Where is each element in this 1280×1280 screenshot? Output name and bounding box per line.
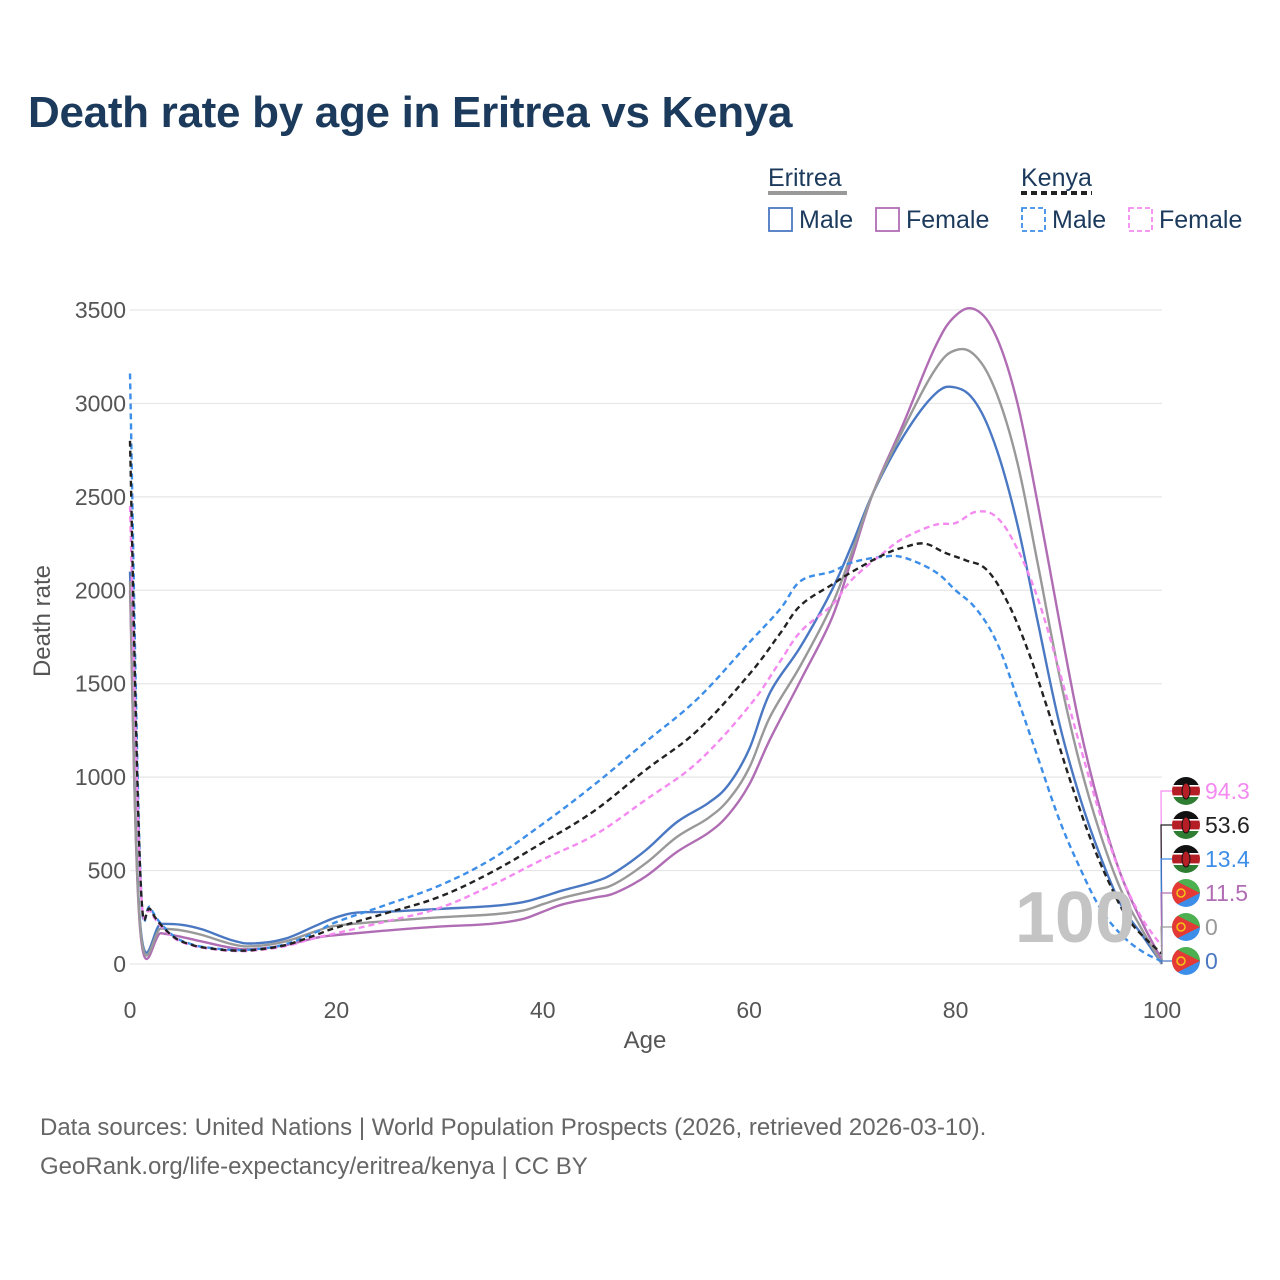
source-note: Data sources: United Nations | World Pop…	[40, 1108, 986, 1186]
legend-item-label: Female	[1159, 206, 1242, 234]
legend-swatch	[768, 207, 793, 232]
source-line-2: GeoRank.org/life-expectancy/eritrea/keny…	[40, 1153, 588, 1180]
end-label-connector	[1160, 960, 1172, 965]
series-line-eritrea-male	[128, 385, 1163, 965]
legend-item-eritrea-male[interactable]: Male	[768, 206, 853, 234]
end-label-layer: 94.3 53.6 13.4 11.5 0 0	[1160, 777, 1250, 975]
end-label-value: 11.5	[1205, 880, 1248, 906]
legend-swatch	[1128, 207, 1153, 232]
y-axis-label: Death rate	[29, 565, 56, 677]
end-label-value: 0	[1205, 914, 1218, 940]
legend-country-label: Kenya	[1021, 164, 1092, 192]
end-label: 0	[1160, 947, 1218, 975]
end-label-value: 94.3	[1205, 778, 1250, 804]
y-tick-label: 0	[113, 951, 126, 977]
eritrea-flag-icon	[1172, 913, 1200, 941]
end-label: 0	[1160, 913, 1218, 965]
kenya-flag-icon	[1172, 777, 1200, 805]
end-label-connector	[1160, 824, 1172, 954]
end-label: 13.4	[1160, 845, 1250, 962]
legend-item-label: Male	[1052, 206, 1106, 234]
y-tick-label: 2500	[75, 484, 126, 510]
legend-item-eritrea-female[interactable]: Female	[875, 206, 989, 234]
x-tick-label: 100	[1143, 997, 1181, 1023]
x-tick-label: 80	[943, 997, 969, 1023]
kenya-flag-icon	[1172, 811, 1200, 839]
series-line-kenya-male	[128, 373, 1163, 963]
legend-group-eritrea: Eritrea Male Female	[768, 164, 989, 234]
series-line-kenya-female	[128, 506, 1163, 953]
end-label: 53.6	[1160, 811, 1250, 954]
series-line-kenya-both	[128, 440, 1163, 955]
legend-swatch	[1021, 207, 1046, 232]
age-watermark: 100	[1015, 878, 1135, 958]
y-tick-label: 2000	[75, 577, 126, 603]
kenya-flag-icon	[1172, 845, 1200, 873]
y-tick-label: 1000	[75, 764, 126, 790]
x-tick-label: 20	[324, 997, 350, 1023]
legend: Eritrea Male Female Kenya Male Female	[768, 164, 1242, 234]
legend-swatch	[875, 207, 900, 232]
y-tick-label: 3500	[75, 297, 126, 323]
series-line-eritrea-both	[128, 347, 1164, 965]
end-label-connector	[1160, 858, 1172, 962]
eritrea-flag-icon	[1172, 947, 1200, 975]
x-tick-label: 40	[530, 997, 556, 1023]
eritrea-flag-icon	[1172, 879, 1200, 907]
grid-layer	[130, 309, 1162, 965]
x-tick-label: 0	[124, 997, 137, 1023]
chart-title: Death rate by age in Eritrea vs Kenya	[28, 88, 793, 137]
end-label-connector	[1160, 790, 1172, 947]
source-line-1: Data sources: United Nations | World Pop…	[40, 1114, 987, 1141]
x-tick-label: 60	[736, 997, 762, 1023]
end-label-value: 0	[1205, 948, 1218, 974]
tick-layer: 0 500 1000 1500 2000 2500 3000 3500 0 20 40 60 80 100	[75, 297, 1181, 1023]
x-axis-label: Age	[624, 1027, 667, 1054]
end-label: 94.3	[1160, 777, 1250, 947]
line-layer	[128, 307, 1164, 965]
legend-item-kenya-male[interactable]: Male	[1021, 206, 1106, 234]
legend-group-kenya: Kenya Male Female	[1021, 164, 1242, 234]
legend-item-label: Male	[799, 206, 853, 234]
end-label-value: 53.6	[1205, 812, 1250, 838]
legend-item-label: Female	[906, 206, 989, 234]
end-label-value: 13.4	[1205, 846, 1250, 872]
end-label: 11.5	[1160, 879, 1248, 962]
y-tick-label: 1500	[75, 671, 126, 697]
y-tick-label: 500	[88, 858, 126, 884]
legend-item-kenya-female[interactable]: Female	[1128, 206, 1242, 234]
legend-country-label: Eritrea	[768, 164, 842, 192]
end-label-connector	[1160, 926, 1172, 965]
y-tick-label: 3000	[75, 390, 126, 416]
